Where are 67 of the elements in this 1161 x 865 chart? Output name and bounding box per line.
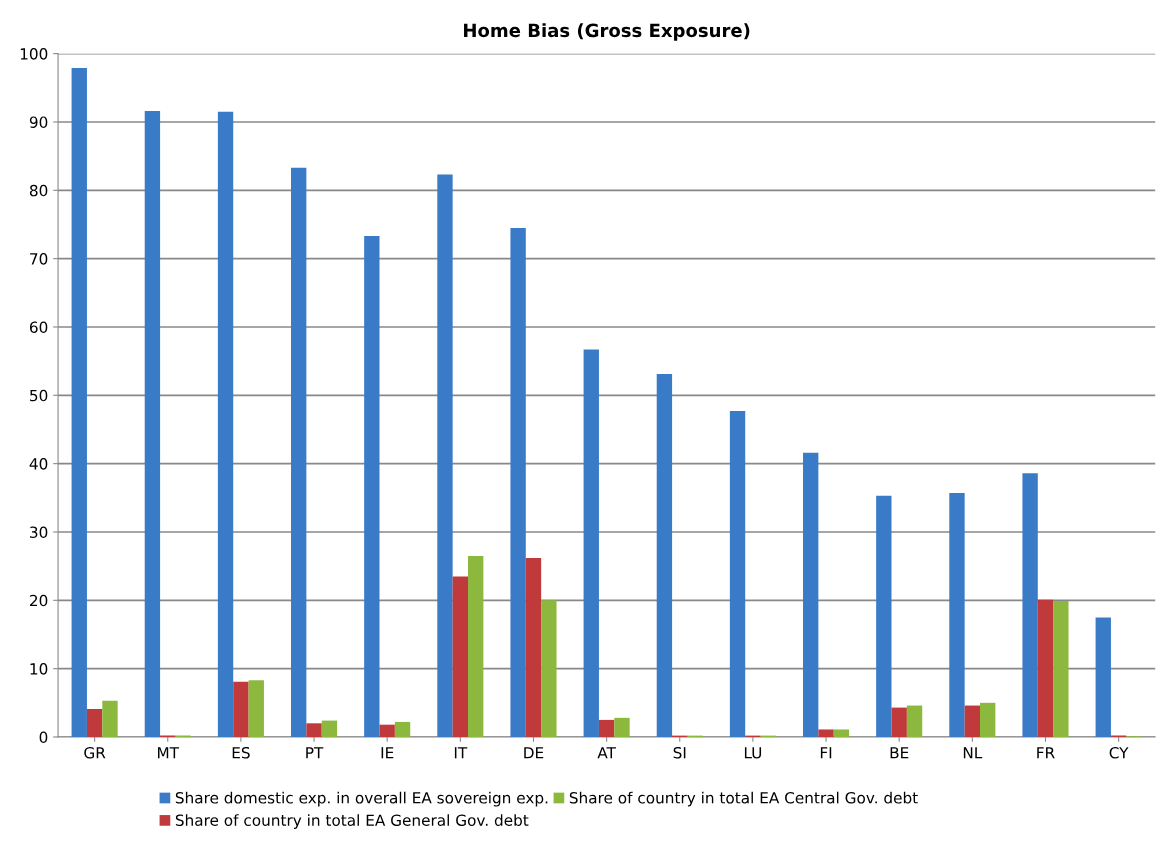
bar	[71, 67, 87, 737]
bar	[729, 411, 746, 737]
bar	[906, 705, 923, 737]
bar	[525, 557, 542, 737]
y-tick-label: 100	[20, 48, 48, 60]
y-tick-label: 40	[29, 458, 48, 470]
x-tick-label: GR	[84, 746, 106, 759]
bar	[102, 700, 118, 737]
x-tick-label: SI	[673, 746, 686, 759]
x-tick-label: LU	[744, 747, 762, 759]
bar	[86, 708, 103, 737]
bar	[394, 721, 411, 737]
y-tick-label: 0	[39, 731, 48, 743]
x-tick-label: AT	[597, 747, 616, 759]
x-tick-label: FR	[1037, 747, 1055, 759]
bar	[1037, 599, 1054, 737]
legend-label: Share of country in total EA Central Gov. debt	[569, 791, 918, 807]
x-tick-label: BE	[890, 747, 909, 759]
x-tick-label: DE	[524, 747, 544, 759]
bar	[1095, 617, 1111, 737]
bar	[452, 576, 469, 737]
y-tick-label: 90	[29, 116, 48, 128]
bar	[964, 705, 981, 737]
bar	[656, 374, 673, 737]
bar	[833, 729, 850, 737]
bar	[891, 707, 907, 737]
x-tick-label: NL	[963, 747, 983, 759]
bar	[233, 681, 249, 737]
y-tick-label: 10	[30, 663, 48, 675]
x-tick-label: FI	[820, 747, 832, 759]
bar	[468, 555, 484, 737]
x-tick-label: CY	[1109, 746, 1129, 759]
bar	[818, 729, 834, 737]
y-tick-label: 70	[30, 253, 48, 265]
bar	[217, 111, 234, 737]
y-tick-label: 80	[29, 184, 48, 197]
bar	[614, 717, 630, 737]
bar	[583, 349, 599, 737]
bar	[248, 680, 264, 737]
bar	[510, 227, 526, 737]
chart-title: Home Bias (Gross Exposure)	[464, 23, 750, 41]
bar	[364, 236, 380, 737]
legend-label: Share of country in total EA General Gov. debt	[175, 814, 529, 829]
x-tick-label: ES	[232, 746, 250, 759]
bar	[803, 452, 819, 737]
x-tick-label: PT	[306, 747, 324, 759]
legend-label: Share domestic exp. in overall EA sovereign exp.	[175, 791, 548, 807]
y-tick-label: 50	[30, 389, 48, 402]
bar	[980, 702, 996, 737]
bar	[1022, 473, 1038, 737]
bar	[876, 495, 892, 737]
bar	[949, 493, 965, 737]
x-tick-label: IT	[454, 747, 468, 759]
y-tick-label: 30	[30, 526, 48, 538]
bar	[379, 724, 395, 737]
bar	[321, 720, 338, 737]
bar	[541, 600, 557, 737]
bar	[598, 719, 615, 737]
y-tick-label: 60	[29, 321, 48, 333]
bar	[1053, 600, 1069, 737]
x-tick-label: IE	[381, 747, 394, 759]
x-tick-label: MT	[158, 747, 180, 759]
bar	[144, 111, 161, 737]
bar	[437, 174, 453, 737]
y-tick-label: 20	[30, 594, 48, 607]
bar	[306, 723, 322, 737]
bar	[291, 167, 307, 737]
